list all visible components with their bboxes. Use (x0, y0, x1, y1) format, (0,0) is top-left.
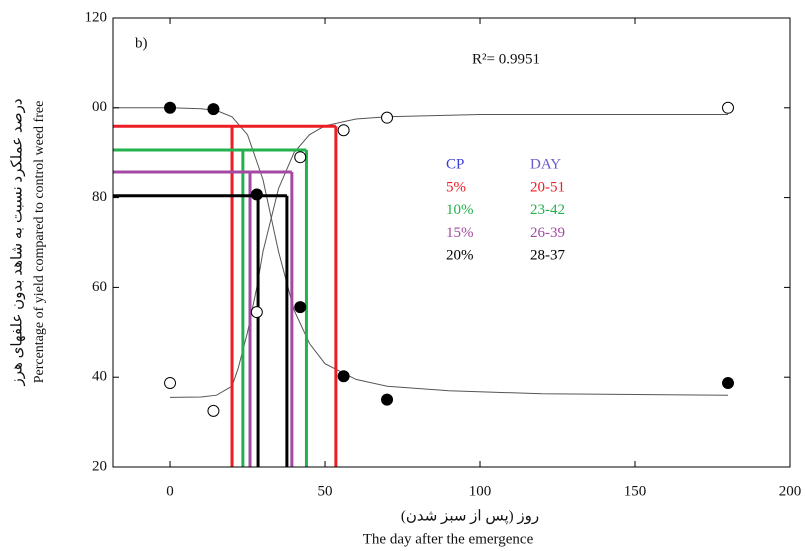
data-point (722, 377, 735, 390)
data-point (294, 301, 307, 314)
data-point (207, 404, 220, 417)
data-point (337, 124, 350, 137)
x-tick-label: 150 (624, 483, 647, 499)
legend-header: DAY (530, 156, 561, 172)
plot-frame (112, 17, 791, 468)
legend-day: 26-39 (530, 225, 565, 241)
legend-header: CP (446, 156, 464, 172)
annotation: R²= 0.9951 (472, 51, 540, 67)
x-tick-label: 0 (166, 483, 174, 499)
data-point (207, 103, 220, 116)
legend-cp: 15% (446, 225, 474, 241)
y-axis-label-fa: درصد عملکرد نسبت به شاهد بدون علفهای هرز (9, 98, 25, 386)
data-point (250, 188, 263, 201)
y-tick-label: 60 (92, 279, 107, 295)
fit-curve (169, 114, 728, 398)
data-point (337, 370, 350, 383)
data-point (164, 101, 177, 114)
data-point (381, 111, 394, 124)
legend-day: 28-37 (530, 248, 565, 264)
data-point (294, 151, 307, 164)
panel-label: b) (135, 35, 148, 51)
data-point (164, 377, 177, 390)
y-tick-label: 20 (92, 458, 107, 474)
y-tick-label: 00 (92, 99, 107, 115)
y-tick-label: 80 (92, 189, 107, 205)
y-tick-label: 120 (85, 9, 108, 25)
x-tick-label: 100 (469, 483, 492, 499)
legend-day: 20-51 (530, 179, 565, 195)
x-tick-label: 50 (318, 483, 333, 499)
legend-day: 23-42 (530, 202, 565, 218)
legend-cp: 5% (446, 179, 466, 195)
data-point (381, 393, 394, 406)
y-axis-label: Percentage of yield compared to control … (32, 101, 47, 384)
legend-cp: 20% (446, 248, 474, 264)
x-axis-label-fa: روز (پس از سبز شدن) (401, 508, 539, 524)
legend-cp: 10% (446, 202, 474, 218)
x-axis-label: The day after the emergence (363, 531, 534, 547)
y-tick-label: 40 (92, 369, 107, 385)
data-point (722, 101, 735, 114)
data-point (250, 306, 263, 319)
x-tick-label: 200 (779, 483, 802, 499)
